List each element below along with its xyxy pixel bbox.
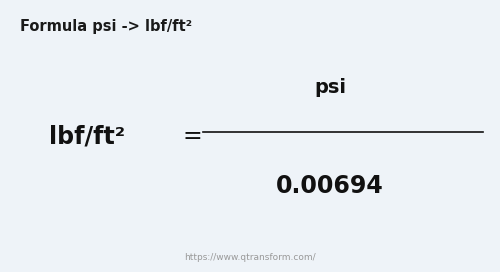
Text: https://www.qtransform.com/: https://www.qtransform.com/	[184, 252, 316, 262]
Text: psi: psi	[314, 78, 346, 97]
Text: lbf/ft²: lbf/ft²	[50, 124, 126, 148]
Text: =: =	[182, 124, 203, 148]
Text: Formula psi -> lbf/ft²: Formula psi -> lbf/ft²	[20, 19, 192, 34]
Text: 0.00694: 0.00694	[276, 174, 384, 198]
